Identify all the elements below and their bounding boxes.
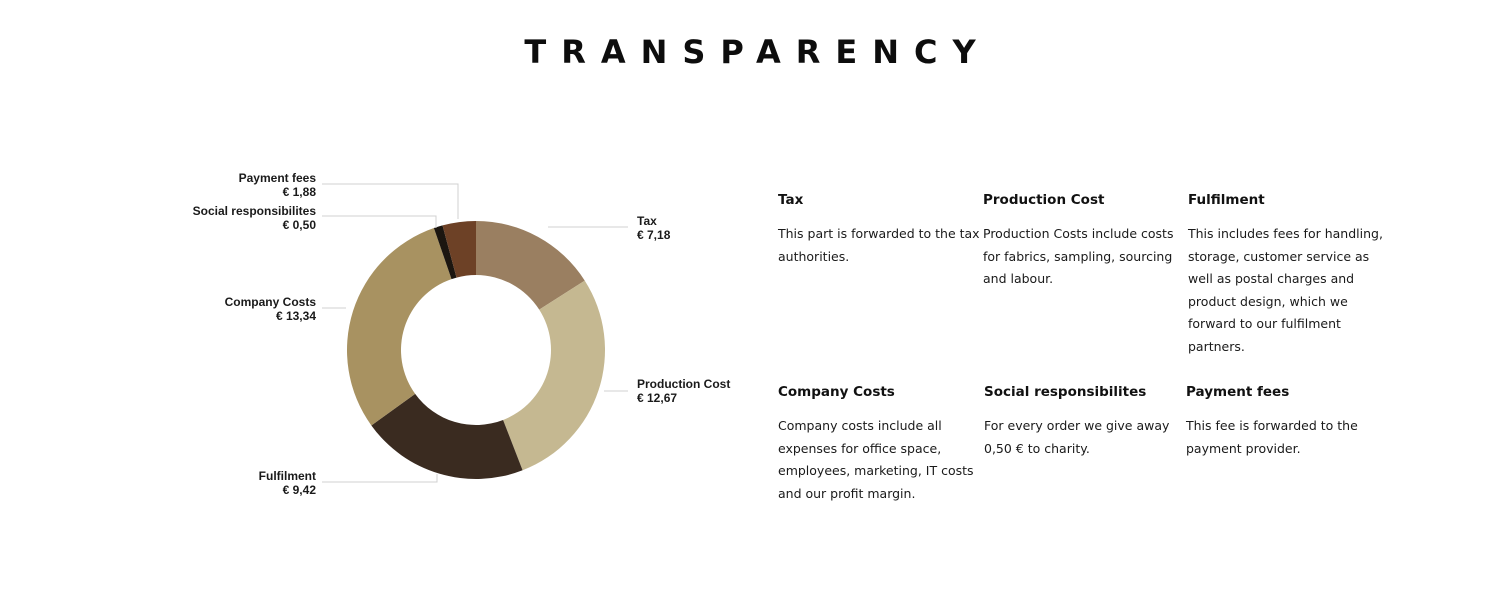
slice-fulfilment [371, 393, 523, 479]
slice-production-cost [503, 280, 605, 471]
slice-value-label: € 1,88 [283, 185, 317, 199]
description-body: This includes fees for handling, storage… [1188, 226, 1383, 354]
slice-label: Company Costs [225, 295, 317, 309]
slice-social-responsibilites [433, 225, 457, 280]
description-body: This fee is forwarded to the payment pro… [1186, 418, 1358, 456]
leader-line-payment-fees [322, 183, 459, 219]
slice-label: Production Cost [637, 377, 730, 391]
slice-value-label: € 9,42 [283, 483, 317, 497]
slice-value-label: € 7,18 [637, 228, 671, 242]
slice-value-label: € 12,67 [637, 391, 677, 405]
leader-line-fulfilment [322, 474, 438, 483]
description-title: Tax [778, 192, 804, 208]
description-body: For every order we give away 0,50 € to c… [984, 418, 1170, 456]
description-production-cost: Production Cost Production Costs include… [983, 191, 1188, 291]
slice-value-label: € 13,34 [276, 309, 316, 323]
description-payment-fees: Payment fees This fee is forwarded to th… [1186, 383, 1391, 460]
description-title: Production Cost [983, 192, 1105, 208]
donut-slices [347, 221, 605, 479]
description-title: Payment fees [1186, 384, 1290, 400]
page-title: TRANSPARENCY [524, 33, 991, 71]
description-title: Fulfilment [1188, 192, 1265, 208]
slice-payment-fees [442, 221, 476, 278]
description-title: Company Costs [778, 384, 895, 400]
description-body: This part is forwarded to the tax author… [778, 226, 980, 264]
slice-label: Fulfilment [259, 469, 316, 483]
description-body: Production Costs include costs for fabri… [983, 226, 1174, 287]
description-company-costs: Company Costs Company costs include all … [778, 383, 983, 505]
slice-tax [476, 221, 585, 310]
leader-line-social-responsibilites [322, 215, 437, 228]
slice-label: Social responsibilites [193, 204, 317, 218]
description-body: Company costs include all expenses for o… [778, 418, 974, 501]
description-social-responsibilites: Social responsibilites For every order w… [984, 383, 1189, 460]
leader-lines [322, 183, 628, 483]
slice-label: Payment fees [239, 171, 317, 185]
slice-label: Tax [637, 214, 657, 228]
description-fulfilment: Fulfilment This includes fees for handli… [1188, 191, 1393, 359]
slice-labels: Tax€ 7,18 Production Cost€ 12,67 Fulfilmen… [193, 171, 731, 497]
slice-company-costs [347, 228, 452, 426]
description-tax: Tax This part is forwarded to the tax au… [778, 191, 983, 268]
donut-chart: Tax€ 7,18 Production Cost€ 12,67 Fulfilmen… [193, 171, 731, 497]
description-title: Social responsibilites [984, 384, 1147, 400]
slice-value-label: € 0,50 [283, 218, 317, 232]
